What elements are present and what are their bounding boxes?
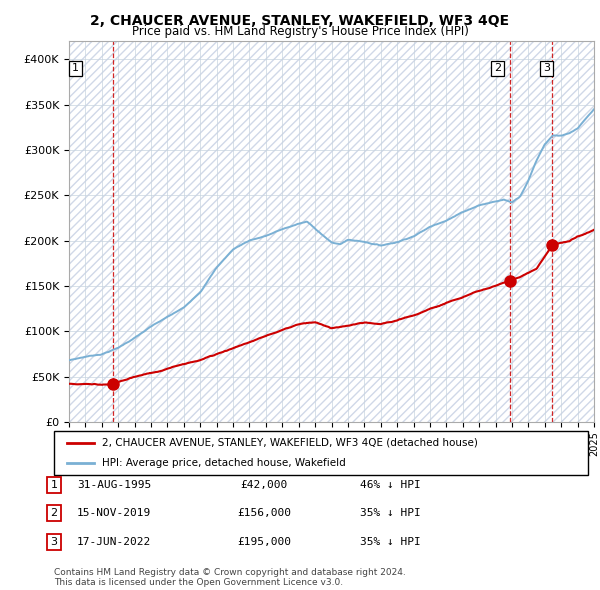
Text: 1: 1 (72, 64, 79, 74)
Text: £195,000: £195,000 (237, 537, 291, 546)
Text: 3: 3 (50, 537, 58, 546)
Text: 3: 3 (543, 64, 550, 74)
Text: 46% ↓ HPI: 46% ↓ HPI (360, 480, 421, 490)
Text: 2: 2 (50, 509, 58, 518)
FancyBboxPatch shape (54, 431, 588, 475)
Text: 1: 1 (50, 480, 58, 490)
Text: £42,000: £42,000 (241, 480, 287, 490)
Text: 35% ↓ HPI: 35% ↓ HPI (360, 509, 421, 518)
Text: 2, CHAUCER AVENUE, STANLEY, WAKEFIELD, WF3 4QE: 2, CHAUCER AVENUE, STANLEY, WAKEFIELD, W… (91, 14, 509, 28)
Text: 35% ↓ HPI: 35% ↓ HPI (360, 537, 421, 546)
Text: 17-JUN-2022: 17-JUN-2022 (77, 537, 151, 546)
Text: 2: 2 (494, 64, 501, 74)
Text: 31-AUG-1995: 31-AUG-1995 (77, 480, 151, 490)
Text: 15-NOV-2019: 15-NOV-2019 (77, 509, 151, 518)
Text: HPI: Average price, detached house, Wakefield: HPI: Average price, detached house, Wake… (102, 458, 346, 468)
Text: £156,000: £156,000 (237, 509, 291, 518)
Text: Contains HM Land Registry data © Crown copyright and database right 2024.
This d: Contains HM Land Registry data © Crown c… (54, 568, 406, 587)
Text: 2, CHAUCER AVENUE, STANLEY, WAKEFIELD, WF3 4QE (detached house): 2, CHAUCER AVENUE, STANLEY, WAKEFIELD, W… (102, 438, 478, 448)
Text: Price paid vs. HM Land Registry's House Price Index (HPI): Price paid vs. HM Land Registry's House … (131, 25, 469, 38)
